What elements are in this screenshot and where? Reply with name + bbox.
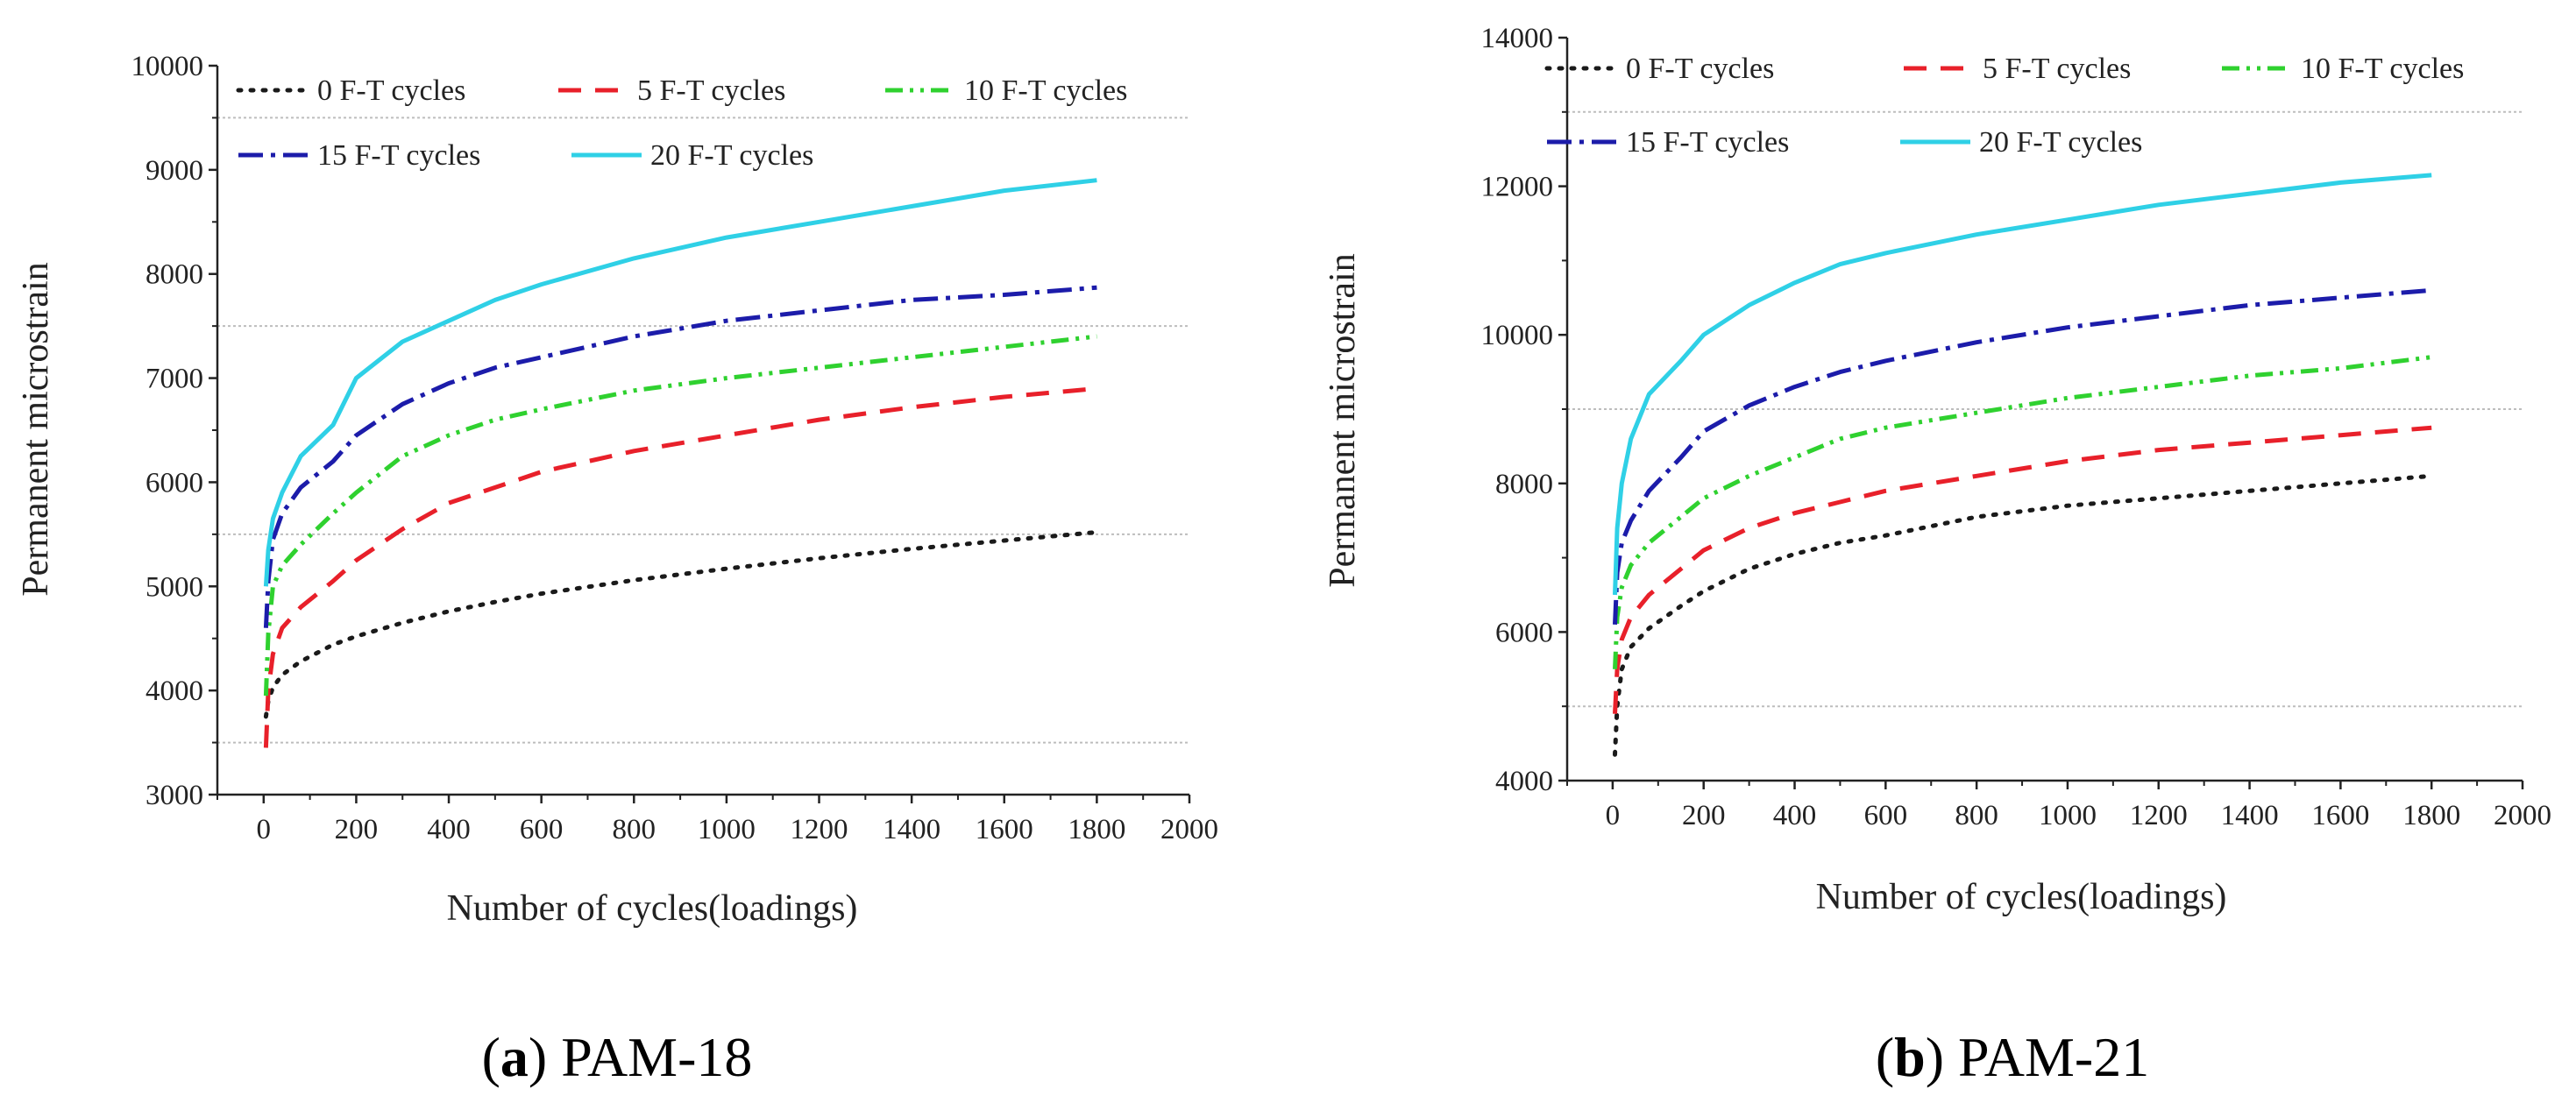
- x-tick-label: 1000: [2039, 800, 2097, 831]
- chart-panel-b: 4000 6000 8000 10000 12000 14000 0 200 400 600 800…: [1323, 23, 2551, 917]
- x-axis-title: Number of cycles(loadings): [1816, 877, 2227, 917]
- x-tick-label: 0: [257, 814, 272, 845]
- legend-item: 20 F-T cycles: [571, 139, 813, 172]
- x-tick-label: 200: [335, 814, 379, 845]
- series-line-20-f-t-cycles: [263, 178, 1097, 587]
- x-tick-label: 1000: [698, 814, 756, 845]
- x-tick-label: 1800: [2402, 800, 2460, 831]
- series-lines: [263, 178, 1099, 748]
- legend: 0 F-T cycles 5 F-T cycles 10 F-T cycles 15 …: [236, 74, 1127, 172]
- x-tick-label: 600: [1864, 800, 1908, 831]
- tick-labels: 3000 4000 5000 6000 7000 8000 9000 10000 0 200 400…: [131, 51, 1219, 845]
- x-tick-label: 0: [1606, 800, 1621, 831]
- x-tick-label: 2000: [2494, 800, 2551, 831]
- x-tick-label: 1200: [2130, 800, 2188, 831]
- y-tick-label: 12000: [1481, 172, 1554, 203]
- x-tick-label: 400: [427, 814, 471, 845]
- series-line-0-f-t-cycles: [1613, 473, 2434, 757]
- x-axis-title: Number of cycles(loadings): [447, 888, 858, 929]
- gridlines: [1567, 110, 2523, 708]
- legend-item: 0 F-T cycles: [236, 74, 465, 107]
- series-line-20-f-t-cycles: [1613, 173, 2432, 596]
- y-tick-label: 3000: [145, 780, 203, 811]
- series-line-5-f-t-cycles: [1613, 425, 2432, 714]
- legend-label: 5 F-T cycles: [1983, 53, 2131, 85]
- legend-label: 0 F-T cycles: [317, 74, 465, 107]
- y-tick-label: 9000: [145, 155, 203, 187]
- tick-labels: 4000 6000 8000 10000 12000 14000 0 200 400 600 800…: [1481, 23, 2552, 831]
- y-tick-label: 10000: [131, 51, 204, 82]
- legend-item: 15 F-T cycles: [238, 139, 480, 172]
- x-tick-label: 1600: [2311, 800, 2369, 831]
- legend-item: 10 F-T cycles: [885, 74, 1127, 107]
- y-tick-label: 6000: [1495, 617, 1553, 648]
- legend: 0 F-T cycles 5 F-T cycles 10 F-T cycles 15 …: [1544, 53, 2464, 159]
- caption-b-letter: b: [1894, 1026, 1926, 1088]
- series-line-0-f-t-cycles: [263, 530, 1099, 719]
- legend-label: 20 F-T cycles: [1979, 126, 2142, 159]
- legend-label: 20 F-T cycles: [650, 139, 813, 172]
- caption-a-letter: a: [500, 1026, 529, 1088]
- caption-b: (b) PAM-21: [1876, 1026, 2149, 1088]
- series-line-15-f-t-cycles: [1613, 287, 2432, 626]
- y-tick-label: 4000: [145, 675, 203, 707]
- legend-item: 0 F-T cycles: [1544, 53, 1774, 85]
- y-tick-label: 7000: [145, 364, 203, 395]
- legend-label: 10 F-T cycles: [2301, 53, 2464, 85]
- legend-item: 5 F-T cycles: [558, 74, 785, 107]
- legend-label: 5 F-T cycles: [637, 74, 785, 107]
- caption-a: (a) PAM-18: [482, 1026, 753, 1088]
- legend-item: 10 F-T cycles: [2222, 53, 2464, 85]
- y-tick-label: 5000: [145, 571, 203, 603]
- x-tick-label: 400: [1773, 800, 1817, 831]
- y-tick-label: 10000: [1481, 320, 1554, 351]
- legend-item: 5 F-T cycles: [1904, 53, 2131, 85]
- x-tick-label: 1800: [1068, 814, 1125, 845]
- chart-panel-a: 3000 4000 5000 6000 7000 8000 9000 10000 0 200 400…: [16, 51, 1218, 929]
- x-tick-label: 800: [613, 814, 656, 845]
- legend-label: 15 F-T cycles: [317, 139, 480, 172]
- legend-item: 15 F-T cycles: [1547, 126, 1789, 159]
- legend-label: 0 F-T cycles: [1626, 53, 1774, 85]
- legend-label: 10 F-T cycles: [964, 74, 1127, 107]
- caption-a-text: PAM-18: [561, 1026, 752, 1088]
- x-tick-label: 2000: [1160, 814, 1218, 845]
- axes: [1558, 36, 2524, 789]
- y-tick-label: 4000: [1495, 766, 1553, 797]
- series-line-10-f-t-cycles: [263, 334, 1097, 696]
- y-axis-title: Permanent microstrain: [16, 262, 56, 596]
- caption-b-text: PAM-21: [1958, 1026, 2149, 1088]
- series-line-10-f-t-cycles: [1613, 355, 2432, 669]
- legend-label: 15 F-T cycles: [1626, 126, 1789, 159]
- x-tick-label: 1600: [976, 814, 1033, 845]
- axes: [209, 64, 1191, 803]
- x-tick-label: 1400: [883, 814, 940, 845]
- y-tick-label: 8000: [145, 259, 203, 291]
- y-tick-label: 14000: [1481, 23, 1554, 54]
- series-lines: [1613, 173, 2434, 757]
- y-tick-label: 6000: [145, 467, 203, 499]
- legend-item: 20 F-T cycles: [1900, 126, 2142, 159]
- x-tick-label: 600: [520, 814, 564, 845]
- series-line-15-f-t-cycles: [263, 285, 1097, 628]
- series-line-5-f-t-cycles: [263, 386, 1097, 748]
- x-tick-label: 1200: [791, 814, 848, 845]
- y-axis-title: Permanent microstrain: [1323, 253, 1363, 587]
- x-tick-label: 800: [1955, 800, 1998, 831]
- y-tick-label: 8000: [1495, 469, 1553, 500]
- x-tick-label: 1400: [2221, 800, 2279, 831]
- x-tick-label: 200: [1682, 800, 1726, 831]
